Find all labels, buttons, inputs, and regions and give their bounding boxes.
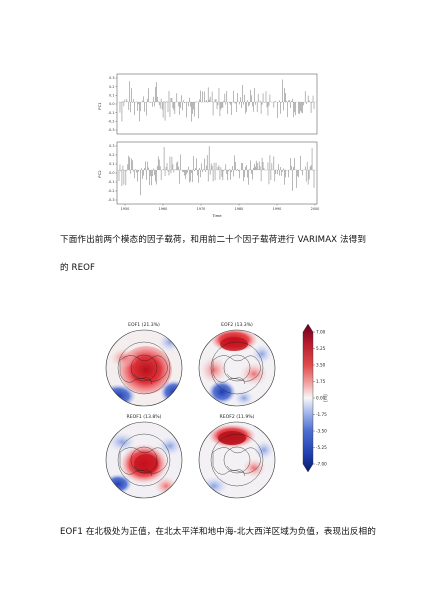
paragraph-1-line-2: 的 REOF [60,263,96,273]
colorbar-bar [302,323,314,473]
colorbar-tick-label: 1.75 [316,379,326,384]
y-tick-label: -0.2 [108,119,115,123]
x-tick-label: 1960 [159,207,168,211]
reof1-title: REOF1 (13.8%) [127,414,162,420]
pc1-ylabel: PC1 [97,102,102,110]
eof1-title: EOF1 (21.3%) [128,322,160,328]
x-tick-label: 1970 [197,207,206,211]
y-tick-label: -0.3 [108,128,115,132]
eof1-map: EOF1 (21.3%) [105,322,183,407]
colorbar-tick-label: -5.25 [316,445,327,450]
y-tick-label: 0.2 [109,153,114,157]
y-tick-label: -0.1 [108,111,115,115]
y-tick-label: 0.2 [109,85,114,89]
x-tick-label: 1990 [273,207,282,211]
pc-timeseries-figure: 0.30.20.10.0-0.1-0.2-0.3 PC1 0.30.20.10.… [97,73,320,218]
colorbar-tick-label: 3.50 [316,362,326,367]
colorbar-tick-label: 5.25 [316,346,326,351]
y-tick-label: 0.1 [109,162,114,166]
x-tick-label: 2000 [311,207,320,211]
pc1-stems [117,79,317,122]
reof1-map: REOF1 (13.8%) [105,414,183,499]
y-tick-label: 0.1 [109,93,114,97]
pc2-stems [117,146,317,196]
paragraph-1-line-1: 下面作出前两个模态的因子载荷，和用前二十个因子载荷进行 VARIMAX 法得到 [60,235,367,245]
colorbar-unit: [m] [323,394,328,402]
y-tick-label: 0.3 [109,144,114,148]
x-tick-label: 1950 [121,207,130,211]
paragraph-2-line-1: EOF1 在北极处为正值，在北太平洋和地中海-北大西洋区域为负值，表现出反相的 [60,527,376,537]
eof2-map: EOF2 (13.3%) [198,322,276,407]
eof2-title: EOF2 (13.3%) [221,322,253,328]
reof2-map: REOF2 (11.9%) [198,414,276,499]
time-xlabel: Time [211,213,222,218]
x-tick-label: 1980 [235,207,244,211]
reof2-title: REOF2 (11.9%) [220,414,255,420]
y-tick-label: -0.1 [108,180,115,184]
colorbar-tick-label: -1.75 [316,412,327,417]
y-tick-label: 0.3 [109,76,114,80]
y-tick-label: -0.2 [108,189,115,193]
y-tick-label: 0.0 [109,171,114,175]
y-tick-label: 0.0 [109,102,114,106]
colorbar-tick-label: 7.00 [316,329,326,334]
pc2-panel: 0.3 0.2 0.1 0.0 -0.1 -0.2 -0.3 PC2 1950 1960 197… [97,141,320,218]
colorbar-tick-label: -3.50 [316,428,327,433]
colorbar-tick-label: 0.00 [316,395,326,400]
pc2-ylabel: PC2 [97,170,102,178]
y-tick-label: -0.3 [108,198,115,202]
colorbar: 7.00 5.25 3.50 1.75 0.00 -1.75 -3.50 -5.25 -7.00… [302,323,328,473]
pc1-panel: 0.3 0.2 0.1 0.0 -0.1 -0.2 -0.3 PC1 [97,73,318,135]
colorbar-tick-label: -7.00 [316,461,327,466]
eof-maps-figure: EOF1 (21.3%) EOF2 (13.3%) [105,322,328,499]
